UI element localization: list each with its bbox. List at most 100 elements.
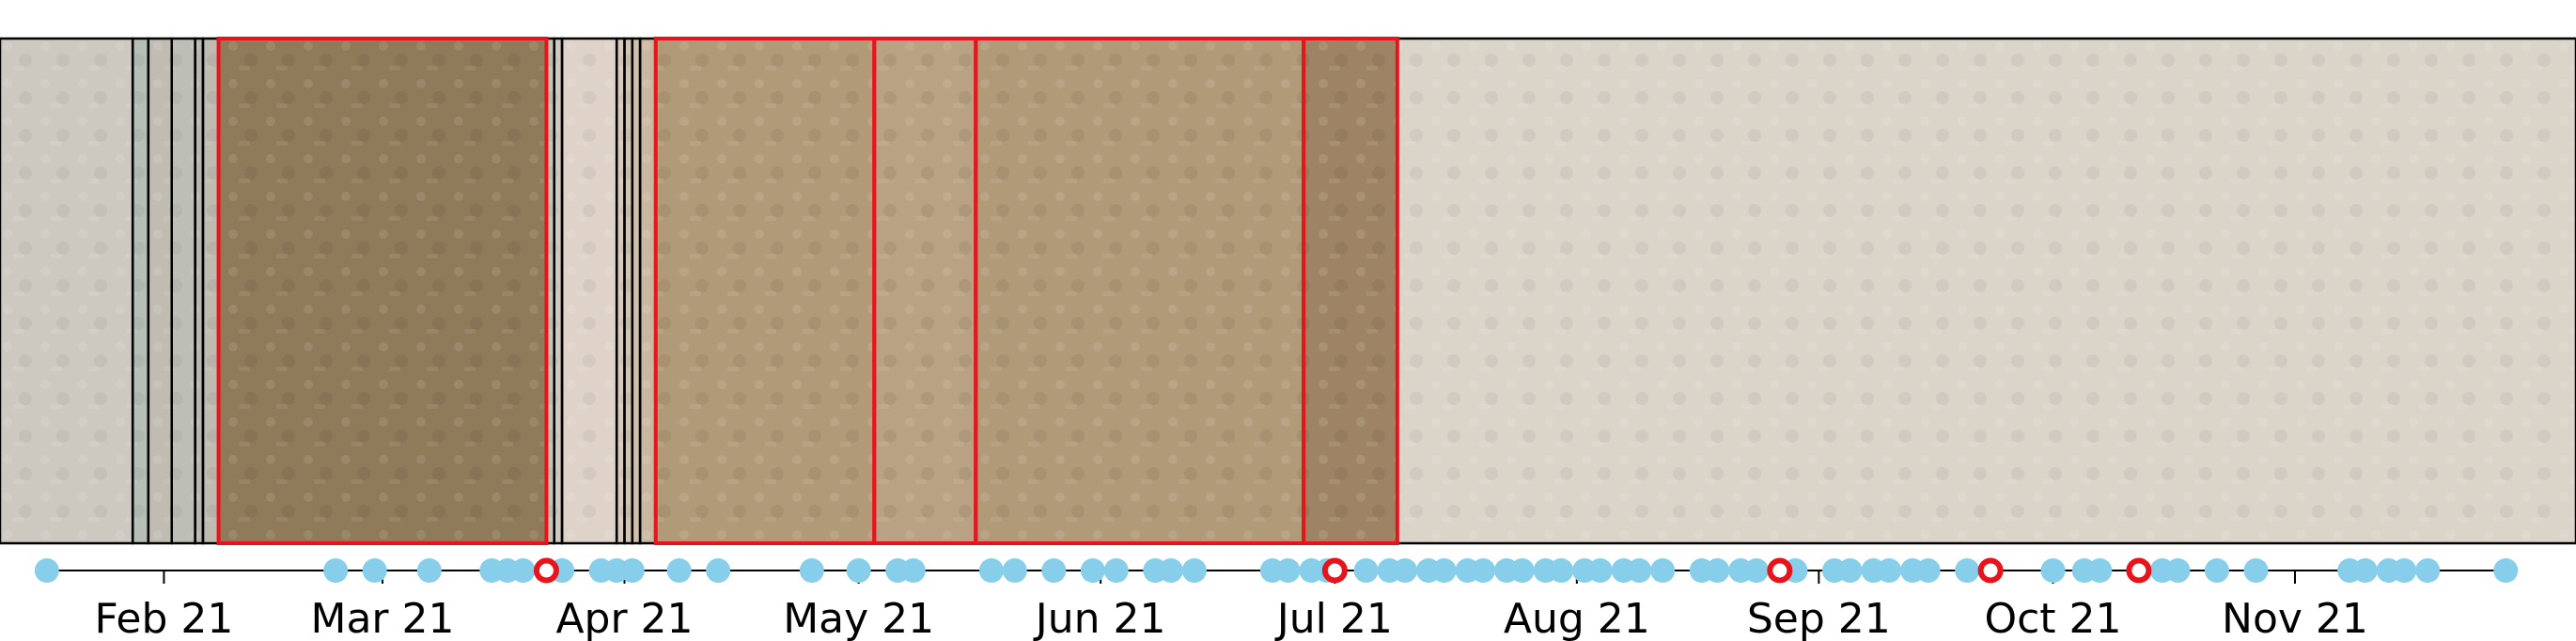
selected-frame xyxy=(976,39,1304,543)
acquisition-point xyxy=(1587,558,1613,583)
tick-label: Sep 21 xyxy=(1747,595,1891,641)
acquisition-point xyxy=(978,558,1004,583)
acquisition-point xyxy=(2040,558,2066,583)
acquisition-point xyxy=(1181,558,1207,583)
frame-dim-overlay xyxy=(632,39,641,543)
acquisition-point xyxy=(1549,558,1574,583)
acquisition-point xyxy=(706,558,731,583)
acquisition-point xyxy=(1103,558,1129,583)
acquisition-point xyxy=(2415,558,2441,583)
frame-texture xyxy=(202,39,219,543)
frame-dim-overlay xyxy=(1397,39,2576,543)
acquisition-points xyxy=(34,557,2519,584)
acquisition-point xyxy=(1275,558,1301,583)
acquisition-point xyxy=(1705,558,1730,583)
frame-dim-overlay xyxy=(133,39,148,543)
acquisition-point xyxy=(1650,558,1676,583)
frame-texture xyxy=(554,39,563,543)
selected-point xyxy=(1977,557,2004,584)
frame xyxy=(195,39,203,543)
acquisition-point xyxy=(619,558,645,583)
selected-point xyxy=(2126,557,2152,584)
acquisition-point xyxy=(2352,558,2378,583)
frame-dim-overlay xyxy=(0,39,133,543)
tick-label: Oct 21 xyxy=(1984,595,2121,641)
frame-texture xyxy=(624,39,632,543)
acquisition-point xyxy=(2165,558,2191,583)
acquisition-point xyxy=(1837,558,1863,583)
acquisition-point xyxy=(1471,558,1496,583)
tick-label: May 21 xyxy=(783,595,934,641)
acquisition-point xyxy=(1877,558,1902,583)
acquisition-point xyxy=(416,558,442,583)
acquisition-point xyxy=(900,558,926,583)
frame-dim-overlay xyxy=(148,39,172,543)
acquisition-point xyxy=(1080,558,1105,583)
frame-texture xyxy=(976,39,1304,543)
frame-texture xyxy=(171,39,195,543)
frame-texture xyxy=(632,39,641,543)
frame-dim-overlay xyxy=(195,39,203,543)
acquisition-point xyxy=(1627,558,1652,583)
acquisition-point xyxy=(2243,558,2269,583)
acquisition-point xyxy=(1915,558,1941,583)
frame xyxy=(617,39,625,543)
acquisition-point xyxy=(2493,558,2519,583)
frame-dim-overlay xyxy=(554,39,563,543)
selected-frame xyxy=(874,39,976,543)
frame xyxy=(0,39,133,543)
frame xyxy=(1397,39,2576,543)
selected-frame xyxy=(218,39,547,543)
acquisition-point xyxy=(1353,558,1379,583)
tick-label: Jun 21 xyxy=(1033,595,1166,641)
frame-texture xyxy=(655,39,875,543)
frame-texture xyxy=(148,39,172,543)
frame-texture xyxy=(1304,39,1397,543)
tick-label: Nov 21 xyxy=(2222,595,2368,641)
frame-dim-overlay xyxy=(624,39,632,543)
acquisition-point xyxy=(1393,558,1418,583)
frame xyxy=(133,39,148,543)
acquisition-point xyxy=(1431,558,1457,583)
frame-dim-overlay xyxy=(546,39,554,543)
acquisition-point xyxy=(1743,558,1769,583)
acquisition-point xyxy=(510,558,536,583)
acquisition-point xyxy=(1041,558,1067,583)
acquisition-point xyxy=(799,558,824,583)
frame-texture xyxy=(195,39,203,543)
frame xyxy=(640,39,656,543)
frame-texture xyxy=(1397,39,2576,543)
frame xyxy=(562,39,617,543)
frame xyxy=(554,39,563,543)
frame-texture xyxy=(874,39,976,543)
selected-point xyxy=(1321,557,1348,584)
frame xyxy=(202,39,219,543)
acquisition-point xyxy=(1002,558,1027,583)
tick-label: Aug 21 xyxy=(1504,595,1650,641)
selected-frame-border xyxy=(216,37,549,545)
acquisition-point xyxy=(2392,558,2417,583)
frame xyxy=(546,39,554,543)
acquisition-point xyxy=(2204,558,2229,583)
acquisition-point xyxy=(1955,558,1980,583)
selected-frame xyxy=(1304,39,1397,543)
acquisition-point xyxy=(323,558,349,583)
frame-texture xyxy=(617,39,625,543)
frame-texture xyxy=(562,39,617,543)
frame-dim-overlay xyxy=(640,39,656,543)
selected-frame-border xyxy=(1302,37,1399,545)
acquisition-point xyxy=(666,558,692,583)
frame-dim-overlay xyxy=(562,39,617,543)
frame-texture xyxy=(0,39,133,543)
frame xyxy=(624,39,632,543)
frame-dim-overlay xyxy=(202,39,219,543)
tick-label: Jul 21 xyxy=(1274,595,1393,641)
tick-label: Feb 21 xyxy=(94,595,233,641)
frame-dim-overlay xyxy=(617,39,625,543)
acquisition-point xyxy=(362,558,387,583)
frame-dim-overlay xyxy=(171,39,195,543)
acquisition-point xyxy=(1158,558,1183,583)
frame-texture xyxy=(218,39,547,543)
timeline-axis: Feb 21 Mar 21 Apr 21 May 21 Jun 21 Jul 21 Aug … xyxy=(46,570,2506,641)
selected-point xyxy=(533,557,559,584)
